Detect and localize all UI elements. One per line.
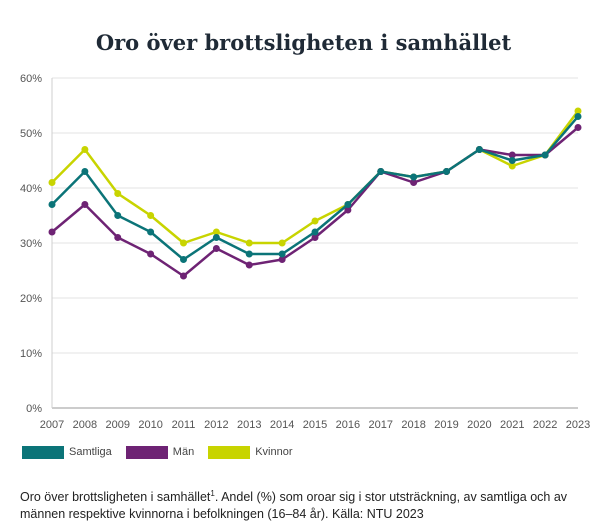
data-point[interactable]: [278, 239, 286, 247]
grid-lines: [51, 77, 578, 409]
series-kvinnor: [48, 107, 582, 247]
x-tick-label: 2010: [138, 419, 162, 431]
legend-item-kvinnor[interactable]: Kvinnor: [208, 445, 293, 459]
data-point[interactable]: [574, 113, 582, 120]
legend-label: Män: [172, 446, 195, 458]
data-point[interactable]: [344, 201, 352, 208]
data-point[interactable]: [48, 179, 56, 186]
legend-label: Samtliga: [69, 446, 112, 458]
x-tick-label: 2017: [369, 419, 393, 431]
x-tick-label: 2007: [40, 419, 64, 431]
x-tick-label: 2015: [303, 419, 327, 431]
data-point[interactable]: [245, 261, 253, 269]
data-point[interactable]: [574, 124, 582, 131]
x-tick-label: 2018: [401, 419, 425, 431]
legend-item-man[interactable]: Män: [125, 445, 195, 459]
data-point[interactable]: [180, 239, 187, 247]
x-tick-label: 2021: [500, 419, 524, 431]
data-point[interactable]: [443, 168, 450, 175]
x-tick-label: 2013: [237, 419, 261, 431]
data-point[interactable]: [48, 228, 56, 236]
y-tick-label: 10%: [20, 348, 42, 360]
data-point[interactable]: [245, 250, 253, 258]
data-point[interactable]: [278, 256, 286, 263]
data-point[interactable]: [81, 201, 89, 208]
legend-label: Kvinnor: [255, 446, 293, 458]
y-tick-label: 30%: [20, 238, 42, 250]
data-point[interactable]: [311, 228, 319, 236]
y-tick-label: 40%: [20, 183, 42, 195]
chart-title: Oro över brottsligheten i samhället: [95, 30, 512, 55]
y-tick-label: 60%: [20, 73, 42, 85]
data-point[interactable]: [81, 168, 89, 175]
legend-swatch: [125, 445, 168, 459]
data-point[interactable]: [114, 190, 122, 197]
legend: Samtliga Män Kvinnor: [22, 443, 307, 461]
chart-caption: Oro över brottsligheten i samhället1. An…: [20, 485, 600, 523]
data-point[interactable]: [147, 228, 155, 236]
y-tick-label: 0%: [26, 403, 42, 415]
x-tick-label: 2014: [270, 419, 294, 431]
legend-item-samtliga[interactable]: Samtliga: [22, 445, 112, 459]
x-tick-label: 2023: [566, 419, 590, 431]
data-point[interactable]: [48, 201, 56, 208]
data-point[interactable]: [377, 168, 385, 175]
data-point[interactable]: [180, 256, 187, 263]
series-samtliga: [48, 113, 582, 263]
y-tick-label: 20%: [20, 293, 42, 305]
data-point[interactable]: [147, 250, 155, 258]
x-axis-ticks: 2007 2008 2009 2010 2011 2012 2013 2014 2015 2016…: [40, 419, 590, 431]
data-point[interactable]: [311, 217, 319, 225]
data-point[interactable]: [212, 234, 220, 241]
line-chart: 0% 10% 20% 30% 40% 50% 60% 2007 2008 2009 2010 201…: [20, 73, 590, 431]
data-point[interactable]: [180, 272, 187, 280]
data-point[interactable]: [574, 107, 582, 115]
data-point[interactable]: [147, 212, 155, 219]
x-tick-label: 2016: [336, 419, 360, 431]
x-tick-label: 2012: [204, 419, 228, 431]
x-tick-label: 2019: [434, 419, 458, 431]
data-point[interactable]: [212, 245, 220, 252]
data-point[interactable]: [344, 206, 352, 214]
caption-rest: . Andel (%) som oroar sig i stor utsträc…: [20, 490, 568, 522]
legend-swatch: [208, 445, 251, 459]
series-män: [48, 124, 582, 280]
data-point[interactable]: [410, 179, 418, 186]
data-point[interactable]: [475, 146, 483, 153]
caption-footnote-ref: 1: [210, 489, 215, 498]
data-point[interactable]: [311, 234, 319, 241]
caption-text: Oro över brottsligheten i samhället: [20, 490, 211, 505]
legend-swatch: [22, 445, 64, 459]
data-point[interactable]: [541, 151, 549, 159]
data-point[interactable]: [114, 212, 122, 219]
y-axis-ticks: 0% 10% 20% 30% 40% 50% 60%: [20, 73, 42, 415]
x-tick-label: 2022: [533, 419, 557, 431]
data-point[interactable]: [508, 162, 516, 170]
data-point[interactable]: [212, 228, 220, 236]
x-tick-label: 2008: [73, 419, 97, 431]
data-point[interactable]: [245, 239, 253, 247]
data-point[interactable]: [508, 157, 516, 164]
data-point[interactable]: [114, 234, 122, 241]
x-tick-label: 2009: [106, 419, 130, 431]
data-point[interactable]: [278, 250, 286, 258]
x-tick-label: 2011: [172, 419, 196, 431]
data-point[interactable]: [508, 151, 516, 159]
series-lines: [48, 107, 582, 280]
x-tick-label: 2020: [467, 419, 491, 431]
y-tick-label: 50%: [20, 128, 42, 140]
data-point[interactable]: [81, 146, 89, 153]
data-point[interactable]: [410, 173, 418, 181]
